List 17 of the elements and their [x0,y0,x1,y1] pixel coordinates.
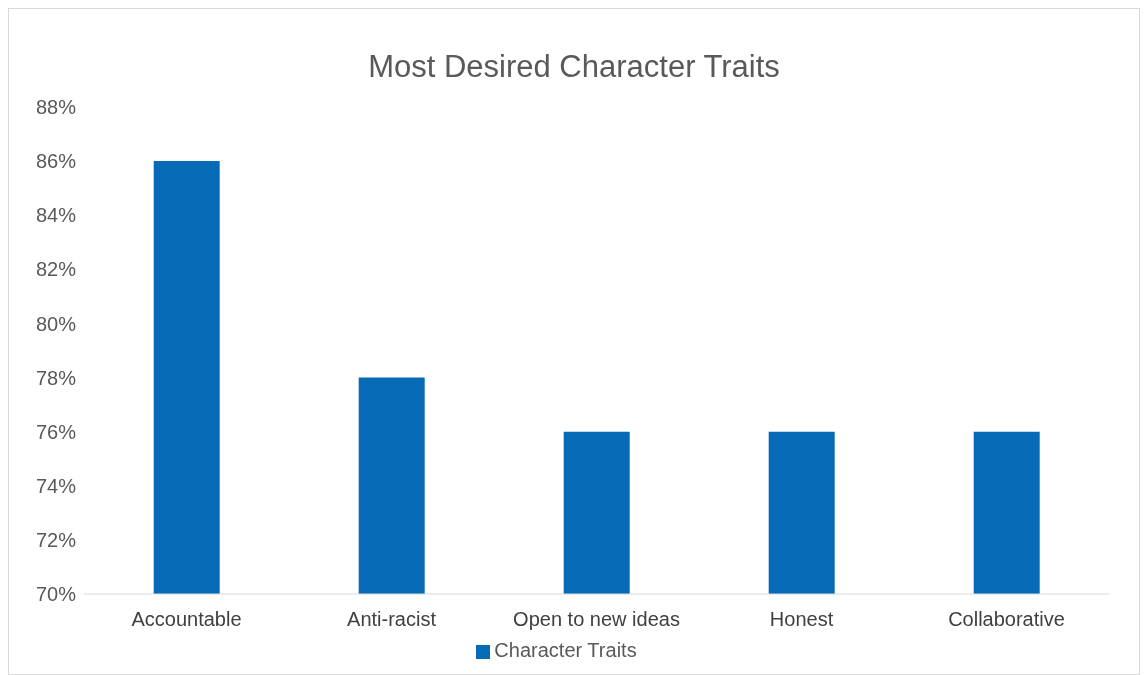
chart-title: Most Desired Character Traits [367,48,781,86]
x-tick-label: Accountable [131,608,242,631]
y-tick-label: 86% [35,150,77,173]
y-tick-label: 84% [35,204,77,227]
y-tick-label: 82% [35,258,77,281]
x-tick-label: Anti-racist [347,608,437,631]
y-tick-label: 80% [35,312,77,335]
y-tick-label: 78% [35,366,77,389]
x-tick-label: Collaborative [948,608,1065,631]
legend-label: Character Traits [494,639,637,661]
y-tick-label: 72% [35,528,77,551]
x-tick-label: Open to new ideas [513,608,680,631]
x-tick-label: Honest [769,608,834,631]
y-tick-label: 74% [35,474,77,497]
y-tick-label: 88% [35,96,77,119]
y-tick-label: 76% [35,420,77,443]
y-tick-label: 70% [35,583,77,606]
